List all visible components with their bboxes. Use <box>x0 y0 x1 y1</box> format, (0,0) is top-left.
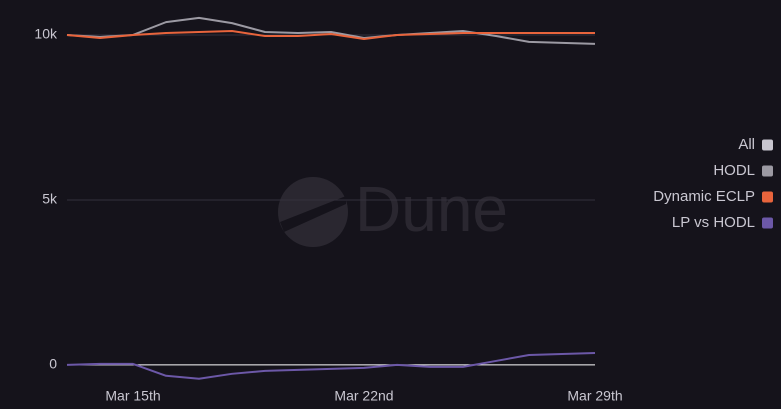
legend-label: Dynamic ECLP <box>653 188 755 205</box>
y-tick-label: 10k <box>34 26 58 42</box>
legend-label: All <box>738 136 755 153</box>
series-line <box>66 30 595 40</box>
y-tick-label: 5k <box>42 191 58 207</box>
legend-label: LP vs HODL <box>672 214 755 231</box>
x-tick-label: Mar 15th <box>105 388 160 404</box>
x-tick-label: Mar 22nd <box>334 388 393 404</box>
y-tick-label: 0 <box>49 356 57 372</box>
legend-swatch <box>762 217 773 229</box>
watermark-text: Dune <box>355 173 508 245</box>
x-tick-label: Mar 29th <box>567 388 622 404</box>
watermark: Dune <box>278 173 508 247</box>
watermark-logo <box>278 177 348 247</box>
legend-swatch <box>762 139 773 151</box>
series-line <box>66 352 596 380</box>
series-line <box>66 16 596 45</box>
legend-swatch <box>762 191 773 203</box>
watermark-logo-cut <box>280 196 346 232</box>
legend-swatch <box>762 165 773 177</box>
legend-label: HODL <box>713 162 755 179</box>
